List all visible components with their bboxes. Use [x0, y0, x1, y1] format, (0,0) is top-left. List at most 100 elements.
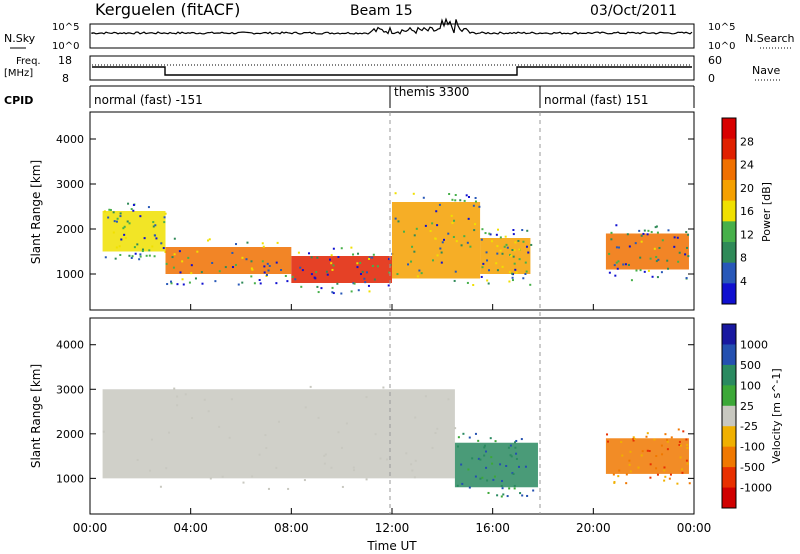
scatter-point [112, 231, 115, 234]
scatter-point [632, 436, 635, 439]
scatter-point [522, 240, 525, 243]
time-tick-label: 00:00 [677, 521, 712, 535]
scatter-point [494, 440, 497, 443]
scatter-point [307, 252, 310, 255]
scatter-point [340, 247, 343, 250]
scatter-point [462, 432, 465, 435]
cpid-panel: CPID normal (fast) -151 themis 3300 norm… [4, 85, 695, 108]
scatter-point [508, 271, 511, 274]
scatter-point [345, 422, 348, 425]
scatter-point [503, 245, 506, 248]
colorbar-tick-label: 28 [740, 135, 754, 148]
scatter-point [114, 257, 117, 260]
scatter-point [155, 237, 158, 240]
scatter-point [453, 219, 456, 222]
scatter-point [478, 205, 481, 208]
scatter-point [515, 271, 518, 274]
colorbar-swatch [722, 200, 736, 222]
scatter-point [420, 272, 423, 275]
scatter-point [491, 462, 494, 465]
scatter-point [680, 468, 683, 471]
scatter-point [120, 238, 123, 241]
scatter-point [115, 220, 118, 223]
scatter-point [677, 260, 680, 263]
scatter-point [627, 263, 630, 266]
scatter-point [524, 273, 527, 276]
scatter-point [456, 484, 459, 487]
scatter-point [618, 469, 621, 472]
data-band [102, 211, 166, 252]
scatter-point [394, 192, 397, 195]
scatter-point [402, 230, 405, 233]
scatter-point [330, 262, 333, 265]
y-tick-label: 4000 [56, 339, 84, 352]
scatter-point [501, 479, 504, 482]
scatter-point [263, 271, 266, 274]
scatter-point [447, 398, 450, 401]
scatter-point [164, 212, 167, 215]
velocity-panel: 1000 2000 3000 4000 Slant Range [km] 1000 50… [29, 317, 783, 515]
scatter-point [364, 281, 367, 284]
scatter-point [253, 282, 256, 285]
scatter-point [685, 459, 688, 462]
scatter-point [280, 269, 283, 272]
scatter-point [500, 495, 503, 498]
scatter-point [496, 269, 499, 272]
scatter-point [336, 282, 339, 285]
scatter-point [291, 275, 294, 278]
scatter-point [639, 256, 642, 259]
scatter-point [655, 260, 658, 263]
scatter-point [685, 246, 688, 249]
scatter-point [440, 251, 443, 254]
scatter-point [365, 271, 368, 274]
scatter-point [373, 278, 376, 281]
scatter-point [483, 454, 486, 457]
scatter-point [509, 444, 512, 447]
scatter-point [267, 487, 270, 490]
nave-label: Nave [752, 64, 780, 77]
scatter-point [510, 455, 513, 458]
scatter-point [251, 475, 254, 478]
scatter-point [221, 475, 224, 478]
scatter-point [245, 258, 248, 261]
scatter-point [164, 250, 167, 253]
scatter-point [615, 224, 618, 227]
time-tick-label: 20:00 [576, 521, 611, 535]
scatter-point [507, 446, 510, 449]
scatter-point [107, 216, 110, 219]
scatter-point [682, 430, 685, 433]
scatter-point [413, 250, 416, 253]
scatter-point [488, 269, 491, 272]
scatter-point [242, 481, 245, 484]
colorbar-swatch [722, 283, 736, 305]
scatter-point [640, 234, 643, 237]
scatter-point [363, 277, 366, 280]
scatter-point [501, 265, 504, 268]
data-band [454, 442, 538, 488]
scatter-point [506, 246, 509, 249]
scatter-point [268, 265, 271, 268]
scatter-point [102, 430, 105, 433]
scatter-point [496, 494, 499, 497]
scatter-point [676, 236, 679, 239]
colorbar-tick-label: 16 [740, 205, 754, 218]
scatter-point [367, 257, 370, 260]
scatter-point [646, 233, 649, 236]
scatter-point [397, 220, 400, 223]
scatter-point [493, 475, 496, 478]
scatter-point [669, 473, 672, 476]
scatter-point [152, 225, 155, 228]
scatter-point [450, 214, 453, 217]
colorbar-swatch [722, 426, 736, 448]
scatter-point [496, 245, 499, 248]
scatter-point [451, 221, 454, 224]
colorbar-swatch [722, 364, 736, 386]
scatter-point [505, 464, 508, 467]
scatter-point [418, 269, 421, 272]
scatter-point [317, 291, 320, 294]
scatter-point [479, 458, 482, 461]
station-title: Kerguelen (fitACF) [95, 0, 240, 19]
scatter-point [414, 459, 417, 462]
scatter-point [632, 439, 635, 442]
scatter-point [136, 458, 139, 461]
